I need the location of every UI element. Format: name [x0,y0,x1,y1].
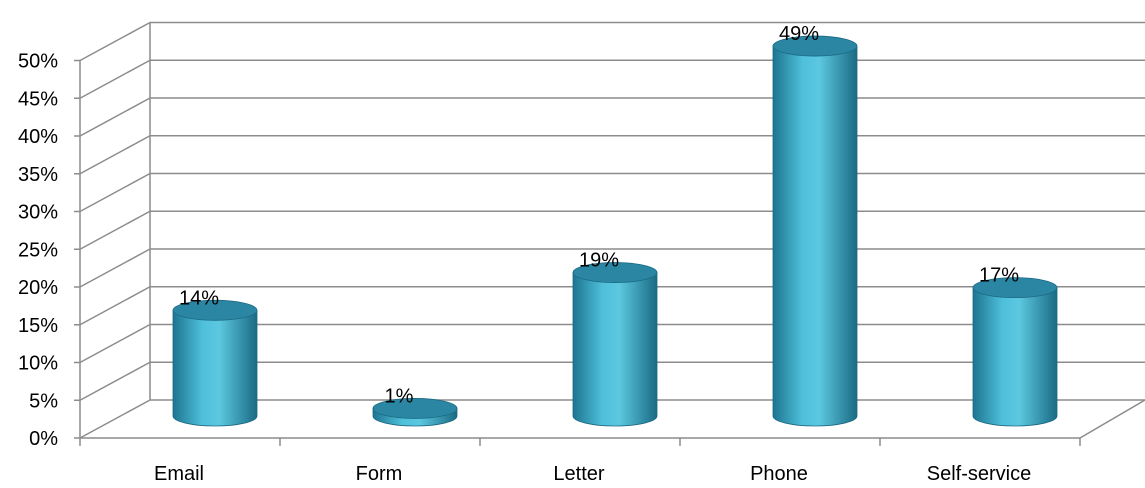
bar-body [572,272,658,427]
y-tick-label: 15% [18,315,58,337]
y-tick-label: 10% [18,353,58,375]
x-tick-label: Letter [553,463,604,485]
bar-top [572,262,658,283]
x-tick-label: Phone [750,463,808,485]
y-tick-label: 20% [18,277,58,299]
x-tick-label: Email [154,463,204,485]
bar-top [772,35,858,57]
gridline-diagonal [79,59,151,99]
y-tick-label: 50% [18,51,58,73]
data-label: 49% [779,23,819,45]
gridline-diagonal [79,172,151,213]
bar-body [772,45,858,427]
gridline-diagonal [79,210,151,250]
y-tick-label: 30% [18,202,58,224]
x-tick-label: Self-service [927,463,1031,485]
gridline-diagonal [79,361,151,401]
y-tick-label: 35% [18,164,58,186]
y-tick-label: 45% [18,88,58,110]
bars [172,35,1058,427]
bar-body [972,287,1058,427]
floor-edge [1079,399,1145,439]
bar-top [172,299,258,321]
gridline-diagonal [79,21,151,62]
labels: 0% 5% 10% 15% 20% 25% 30% 35% 40% 45% 50% Email 14% F… [18,23,1031,485]
y-tick-label: 25% [18,239,58,261]
gridline-diagonal [79,323,151,364]
data-label: 1% [385,385,414,407]
axes [74,22,1145,446]
bar-top [972,277,1058,299]
bar [372,398,458,427]
x-tick-label: Form [356,463,403,485]
y-tick-label: 40% [18,126,58,148]
bar [772,35,858,427]
y-tick-label: 0% [29,428,58,450]
gridline-diagonal [79,399,151,439]
data-label: 17% [979,265,1019,287]
gridline-diagonal [79,286,151,326]
data-label: 19% [579,250,619,272]
bar [972,277,1058,427]
bar [172,299,258,427]
gridline-diagonal [79,135,151,175]
bar-body [172,309,258,427]
data-label: 14% [179,287,219,309]
bar-top [372,398,458,419]
gridline-diagonal [79,97,151,137]
y-tick-label: 5% [29,390,58,412]
bar [572,262,658,427]
gridline-diagonal [79,248,151,288]
